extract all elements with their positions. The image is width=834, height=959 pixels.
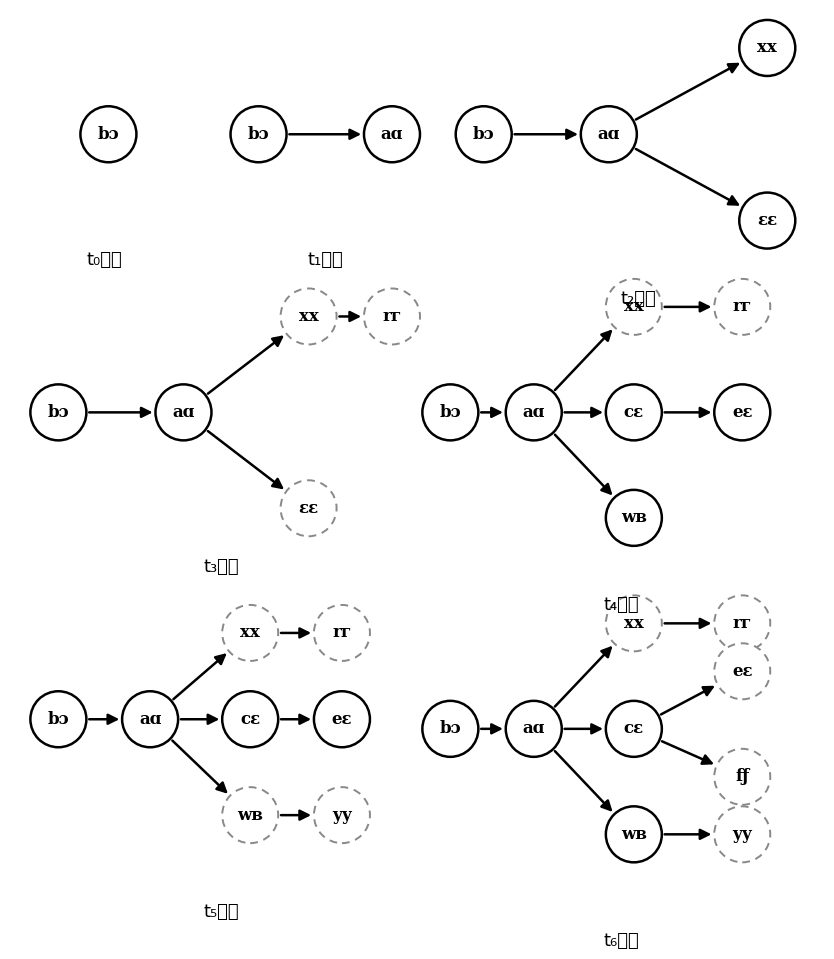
Text: εε: εε [299,500,319,517]
Text: t₁时刻: t₁时刻 [308,251,343,269]
Ellipse shape [605,385,662,440]
Text: eε: eε [332,711,352,728]
Text: xх: xх [240,624,260,642]
Ellipse shape [580,106,637,162]
Text: εε: εε [757,212,777,229]
Text: t₀时刻: t₀时刻 [87,251,122,269]
Text: rг: rг [332,624,352,642]
Ellipse shape [605,490,662,546]
Ellipse shape [714,596,771,651]
Text: xх: xх [624,298,644,316]
Ellipse shape [422,385,479,440]
Text: xх: xх [624,615,644,632]
Text: bɔ: bɔ [440,404,461,421]
Ellipse shape [314,691,370,747]
Ellipse shape [714,749,771,805]
Ellipse shape [122,691,178,747]
Ellipse shape [30,691,87,747]
Text: aɑ: aɑ [173,404,194,421]
Ellipse shape [739,193,796,248]
Text: rг: rг [732,615,752,632]
Text: aɑ: aɑ [523,404,545,421]
Text: rг: rг [732,298,752,316]
Text: bɔ: bɔ [440,720,461,737]
Ellipse shape [230,106,287,162]
Text: aɑ: aɑ [598,126,620,143]
Ellipse shape [605,701,662,757]
Text: bɔ: bɔ [48,711,69,728]
Text: wв: wв [237,807,264,824]
Text: eε: eε [732,663,752,680]
Ellipse shape [364,289,420,344]
Text: rг: rг [382,308,402,325]
Text: aɑ: aɑ [381,126,403,143]
Text: aɑ: aɑ [139,711,161,728]
Text: t₅时刻: t₅时刻 [203,903,239,922]
Ellipse shape [714,279,771,335]
Ellipse shape [605,279,662,335]
Ellipse shape [30,385,87,440]
Text: t₂时刻: t₂时刻 [620,290,656,308]
Text: aɑ: aɑ [523,720,545,737]
Text: cε: cε [624,720,644,737]
Text: t₄时刻: t₄时刻 [604,596,639,615]
Text: cε: cε [624,404,644,421]
Ellipse shape [222,691,279,747]
Ellipse shape [364,106,420,162]
Ellipse shape [605,596,662,651]
Ellipse shape [605,807,662,862]
Ellipse shape [222,605,279,661]
Text: bɔ: bɔ [48,404,69,421]
Text: eε: eε [732,404,752,421]
Ellipse shape [714,385,771,440]
Ellipse shape [314,787,370,843]
Ellipse shape [505,385,562,440]
Text: yу: yу [332,807,352,824]
Text: bɔ: bɔ [98,126,119,143]
Text: bɔ: bɔ [248,126,269,143]
Text: wв: wв [620,509,647,526]
Text: bɔ: bɔ [473,126,495,143]
Ellipse shape [280,480,337,536]
Text: yу: yу [732,826,752,843]
Ellipse shape [422,701,479,757]
Ellipse shape [314,605,370,661]
Text: fƒ: fƒ [735,768,750,785]
Ellipse shape [455,106,512,162]
Ellipse shape [714,807,771,862]
Text: wв: wв [620,826,647,843]
Text: cε: cε [240,711,260,728]
Ellipse shape [714,643,771,699]
Ellipse shape [80,106,137,162]
Text: t₃时刻: t₃时刻 [203,558,239,576]
Text: xх: xх [299,308,319,325]
Ellipse shape [739,20,796,76]
Text: t₆时刻: t₆时刻 [604,932,639,950]
Text: xх: xх [757,39,777,57]
Ellipse shape [155,385,212,440]
Ellipse shape [505,701,562,757]
Ellipse shape [280,289,337,344]
Ellipse shape [222,787,279,843]
